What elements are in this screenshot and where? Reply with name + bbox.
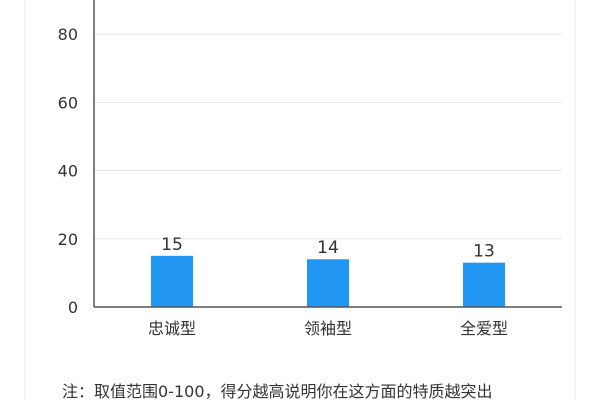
bar-chart: 0 20 40 60 80 15 14 13 忠诚型 领袖型 全爱型 xyxy=(58,0,562,338)
y-tick-labels: 0 20 40 60 80 xyxy=(58,25,78,317)
x-tick-label: 全爱型 xyxy=(460,319,508,338)
x-tick-labels: 忠诚型 领袖型 全爱型 xyxy=(148,319,508,338)
card-border-left xyxy=(24,0,25,400)
axes xyxy=(93,0,562,308)
bar xyxy=(307,259,349,307)
data-labels: 15 14 13 xyxy=(161,235,495,262)
y-tick-label: 80 xyxy=(58,25,78,44)
bar xyxy=(151,255,193,307)
bar xyxy=(463,262,505,307)
y-tick-label: 60 xyxy=(58,93,78,112)
grid-lines xyxy=(94,33,562,240)
card-border-right xyxy=(575,0,576,400)
data-label: 13 xyxy=(473,242,495,262)
bars xyxy=(151,255,505,307)
y-tick-label: 20 xyxy=(58,230,78,249)
data-label: 15 xyxy=(161,235,183,255)
footnote: 注：取值范围0-100，得分越高说明你在这方面的特质越突出 xyxy=(62,382,493,401)
data-label: 14 xyxy=(317,238,339,258)
x-tick-label: 忠诚型 xyxy=(148,319,196,338)
y-tick-label: 40 xyxy=(58,162,78,181)
x-tick-label: 领袖型 xyxy=(304,319,352,338)
y-tick-label: 0 xyxy=(68,298,78,317)
